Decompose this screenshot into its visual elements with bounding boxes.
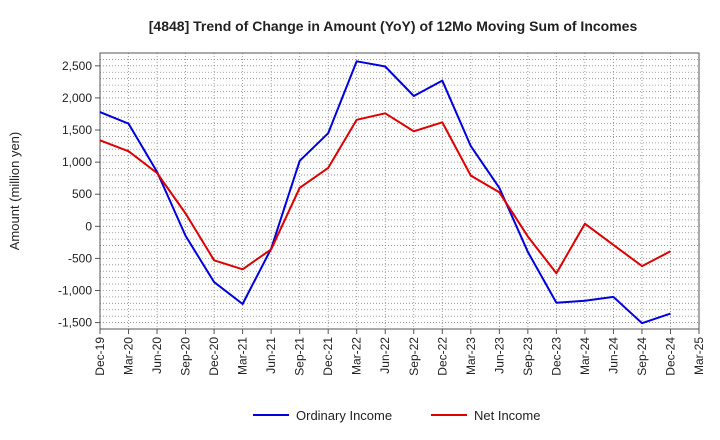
y-tick-label: 0 bbox=[85, 219, 92, 233]
x-tick-label: Jun-22 bbox=[378, 337, 392, 374]
y-tick-label: 2,000 bbox=[62, 91, 92, 105]
x-tick-label: Mar-24 bbox=[578, 337, 592, 375]
y-tick-label: 2,500 bbox=[62, 59, 92, 73]
x-tick-label: Dec-23 bbox=[549, 337, 563, 376]
x-tick-label: Mar-25 bbox=[692, 337, 706, 375]
x-tick-label: Sep-21 bbox=[293, 337, 307, 376]
plot-area bbox=[99, 52, 700, 330]
y-tick-label: -1,500 bbox=[58, 316, 92, 330]
y-axis-label: Amount (million yen) bbox=[7, 132, 22, 251]
x-tick-label: Mar-21 bbox=[236, 337, 250, 375]
series-group bbox=[99, 60, 671, 325]
x-tick-label: Dec-20 bbox=[207, 337, 221, 376]
y-tick-label: 500 bbox=[72, 187, 92, 201]
x-tick-label: Sep-23 bbox=[521, 337, 535, 376]
x-tick-label: Dec-19 bbox=[93, 337, 107, 376]
grid bbox=[100, 53, 699, 329]
x-tick-label: Jun-24 bbox=[606, 337, 620, 374]
x-tick-label: Mar-22 bbox=[350, 337, 364, 375]
y-tick-label: 1,500 bbox=[62, 123, 92, 137]
series-line-ordinary-income bbox=[99, 60, 671, 325]
x-tick-label: Jun-23 bbox=[492, 337, 506, 374]
x-tick-label: Sep-22 bbox=[407, 337, 421, 376]
legend-label: Net Income bbox=[474, 408, 540, 423]
chart-title: [4848] Trend of Change in Amount (YoY) o… bbox=[149, 18, 638, 34]
x-tick-label: Mar-20 bbox=[122, 337, 136, 375]
legend: Ordinary Income Net Income bbox=[253, 408, 540, 423]
y-axis: -1,500 -1,000 -500 0 500 1,000 1,500 2,000 2,500 bbox=[58, 59, 100, 330]
x-tick-label: Dec-24 bbox=[663, 337, 677, 376]
series-line-net-income bbox=[99, 112, 671, 275]
x-tick-label: Dec-21 bbox=[321, 337, 335, 376]
y-tick-label: 1,000 bbox=[62, 155, 92, 169]
y-tick-label: -1,000 bbox=[58, 283, 92, 297]
legend-label: Ordinary Income bbox=[296, 408, 392, 423]
x-axis: Dec-19 Mar-20 Jun-20 Sep-20 Dec-20 Mar-21 Jun-… bbox=[93, 329, 706, 376]
x-tick-label: Dec-22 bbox=[435, 337, 449, 376]
x-tick-label: Mar-23 bbox=[464, 337, 478, 375]
x-tick-label: Jun-20 bbox=[150, 337, 164, 374]
x-tick-label: Jun-21 bbox=[264, 337, 278, 374]
x-tick-label: Sep-24 bbox=[635, 337, 649, 376]
y-tick-label: -500 bbox=[68, 251, 92, 265]
x-tick-label: Sep-20 bbox=[179, 337, 193, 376]
